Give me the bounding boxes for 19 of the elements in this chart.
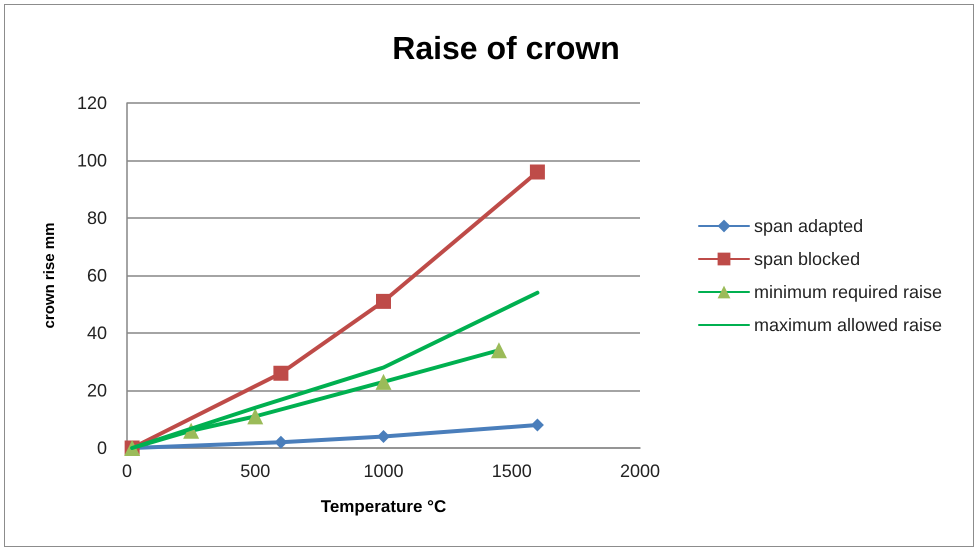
y-axis-title: crown rise mm bbox=[41, 222, 58, 328]
chart-title: Raise of crown bbox=[392, 30, 620, 66]
x-tick-label: 0 bbox=[122, 461, 132, 481]
y-tick-label: 80 bbox=[86, 208, 107, 228]
y-tick-label: 100 bbox=[76, 150, 107, 170]
y-tick-label: 60 bbox=[86, 266, 107, 286]
legend-label: span blocked bbox=[754, 249, 860, 269]
x-tick-label: 1500 bbox=[492, 461, 532, 481]
y-tick-label: 40 bbox=[86, 323, 107, 343]
y-tick-label: 120 bbox=[76, 93, 107, 113]
y-tick-label: 0 bbox=[96, 438, 107, 458]
x-tick-label: 500 bbox=[240, 461, 270, 481]
x-tick-label: 1000 bbox=[363, 461, 404, 481]
legend-label: minimum required raise bbox=[754, 282, 942, 302]
x-tick-label: 2000 bbox=[620, 461, 660, 481]
legend-label: maximum allowed raise bbox=[754, 315, 942, 335]
y-tick-label: 20 bbox=[86, 380, 107, 400]
x-axis-title: Temperature °C bbox=[320, 497, 446, 516]
legend-label: span adapted bbox=[754, 216, 864, 236]
